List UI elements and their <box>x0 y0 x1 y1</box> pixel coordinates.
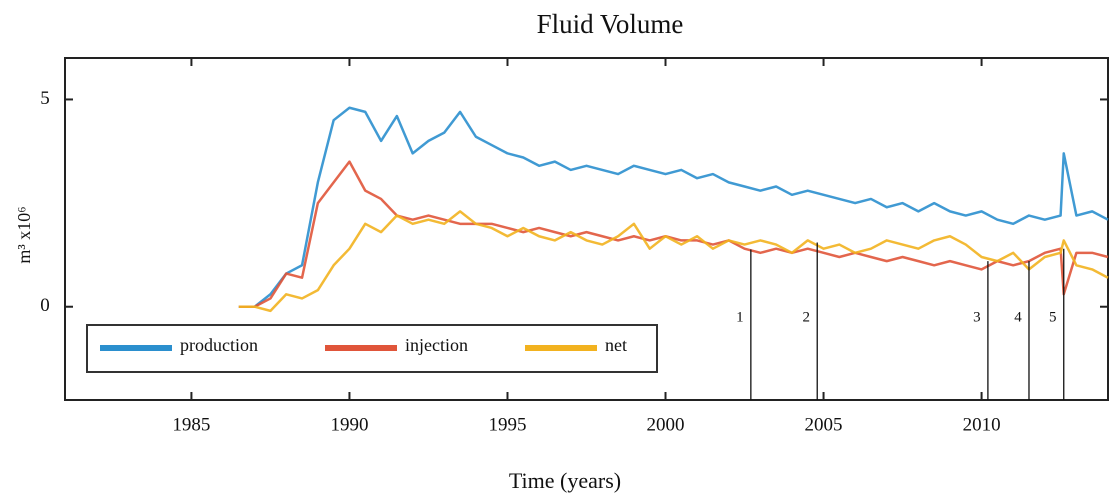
line-series <box>238 160 1109 308</box>
x-tick-label: 1995 <box>488 414 526 435</box>
event-label: 4 <box>1014 309 1022 325</box>
legend-label: production <box>180 335 258 355</box>
legend-label: injection <box>405 335 468 355</box>
x-tick-label: 1985 <box>172 414 210 435</box>
y-axis-label: m³ x10⁶ <box>14 206 34 263</box>
y-tick-label: 5 <box>40 88 50 109</box>
x-tick-label: 2010 <box>963 414 1001 435</box>
chart-title: Fluid Volume <box>537 9 684 39</box>
line-series <box>238 210 1109 313</box>
event-label: 2 <box>802 309 810 325</box>
event-label: 1 <box>736 309 744 325</box>
y-tick-label: 0 <box>40 295 50 316</box>
x-tick-label: 2005 <box>805 414 843 435</box>
plot-frame <box>64 57 1109 401</box>
event-label: 5 <box>1049 309 1057 325</box>
x-tick-label: 2000 <box>647 414 685 435</box>
event-label: 3 <box>973 309 981 325</box>
x-axis-label: Time (years) <box>509 468 621 493</box>
line-series <box>238 106 1109 308</box>
legend-label: net <box>605 335 627 355</box>
x-tick-label: 1990 <box>330 414 368 435</box>
